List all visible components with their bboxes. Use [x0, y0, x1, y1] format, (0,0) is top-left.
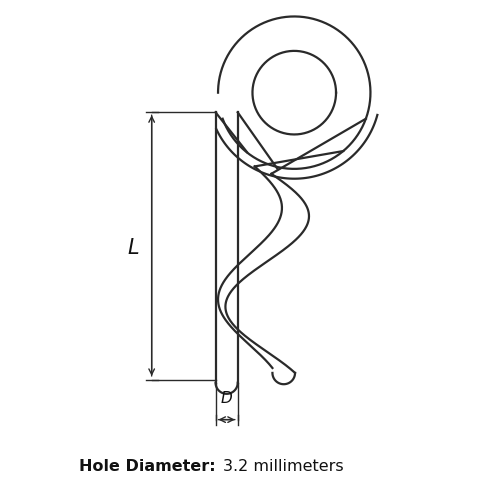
Text: D: D	[221, 391, 232, 406]
Text: L: L	[127, 238, 139, 258]
Text: 3.2 millimeters: 3.2 millimeters	[223, 459, 344, 474]
Text: Hole Diameter:: Hole Diameter:	[79, 459, 216, 474]
